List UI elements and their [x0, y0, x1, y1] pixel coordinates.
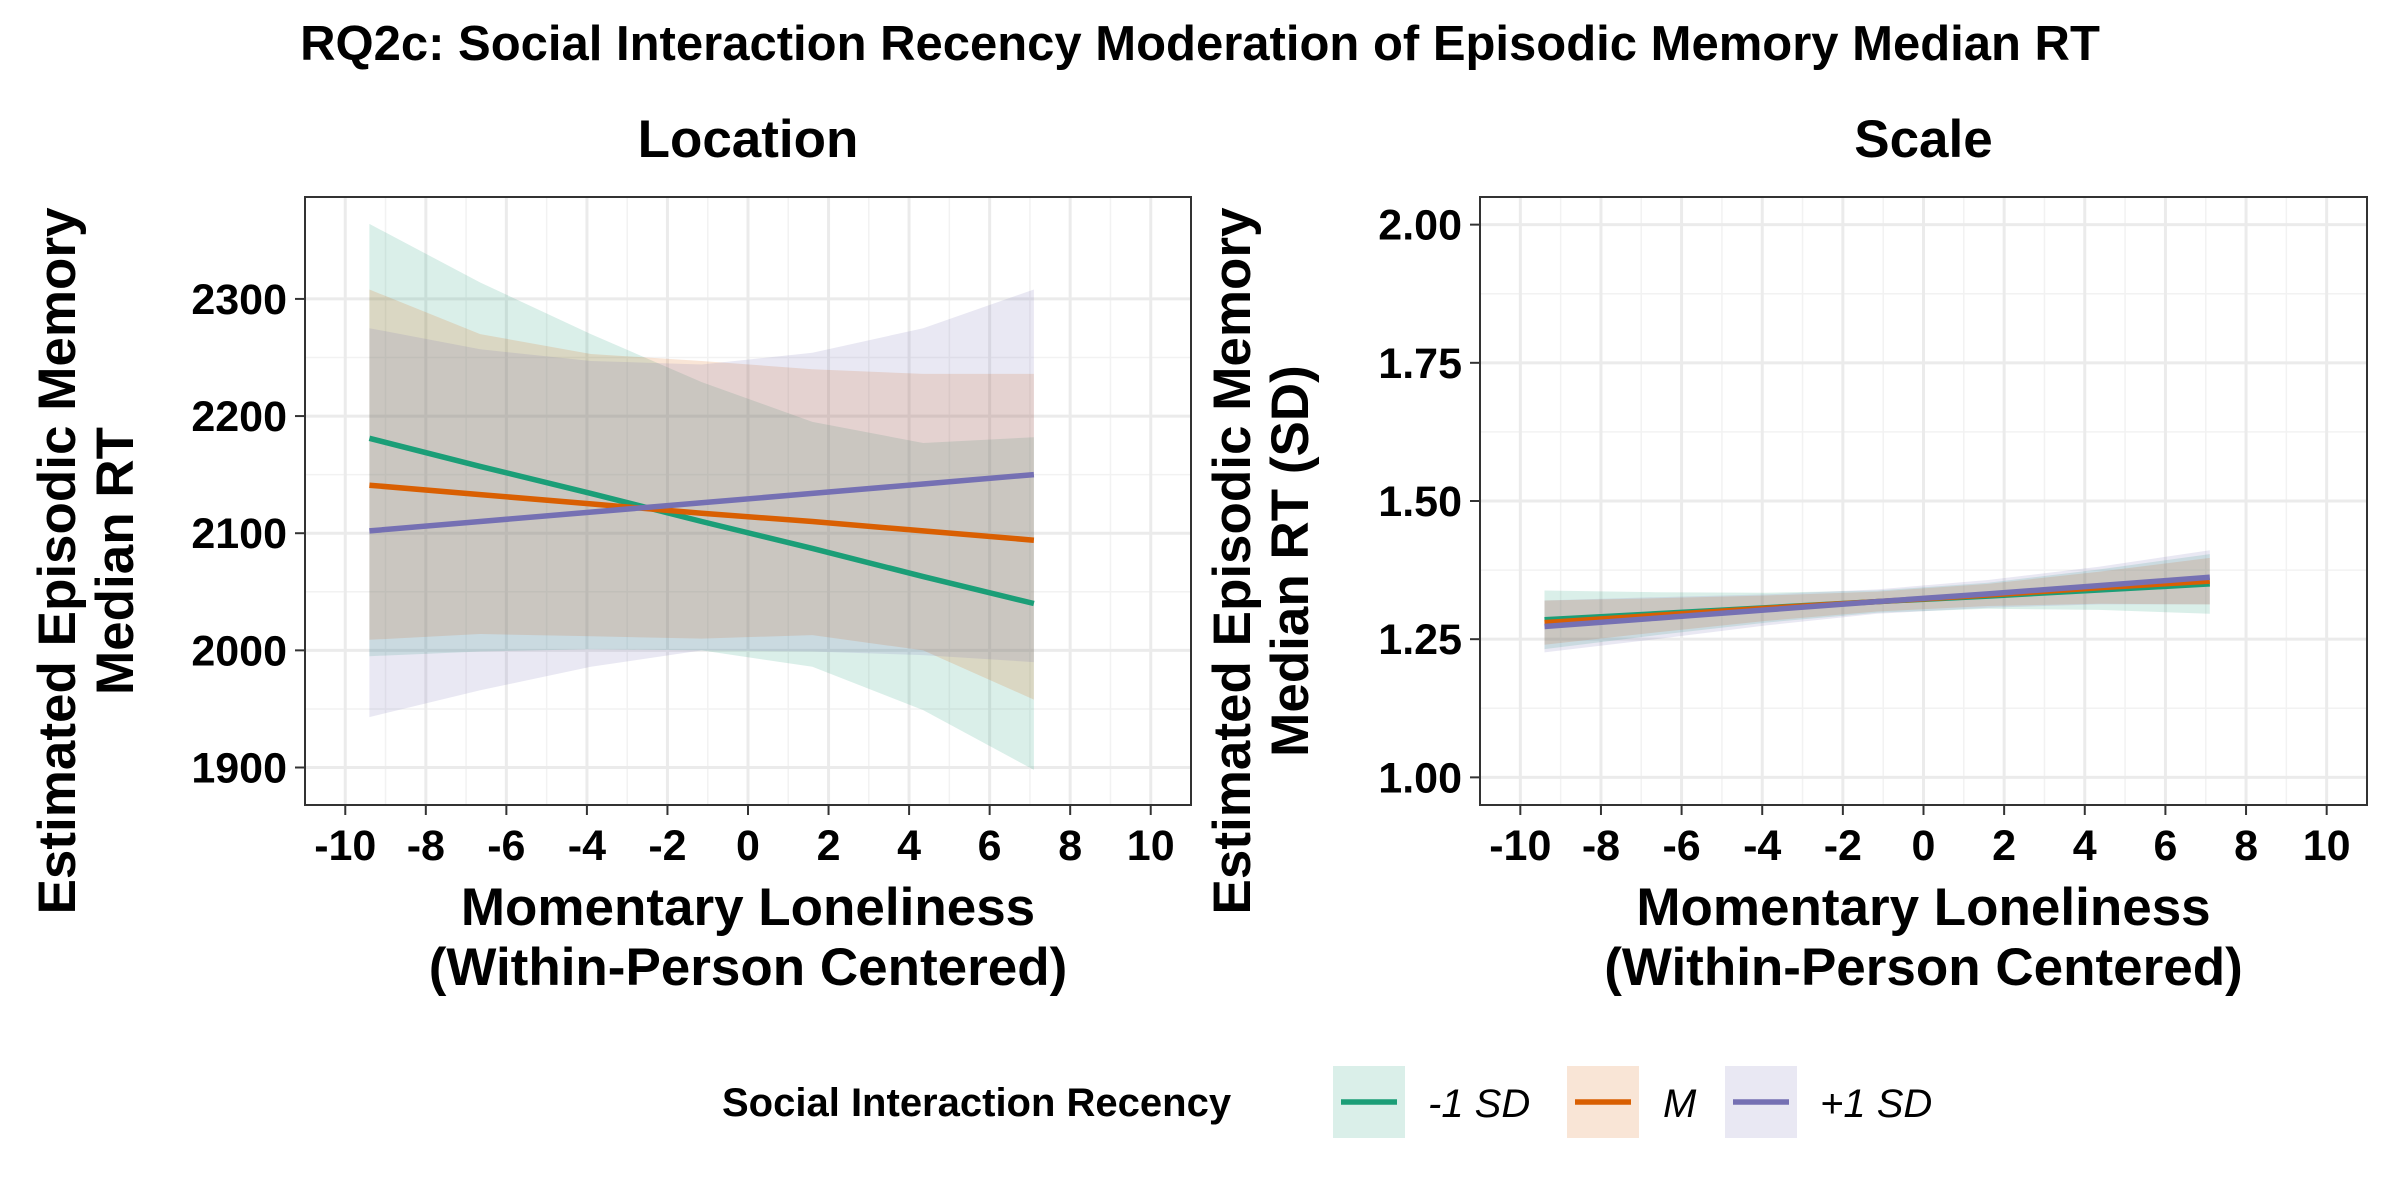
panel-title: Location [638, 110, 859, 169]
chart-title: RQ2c: Social Interaction Recency Moderat… [300, 17, 2100, 71]
x-tick-label: 10 [2303, 822, 2351, 870]
y-axis-title: Estimated Episodic Memory [28, 207, 87, 914]
y-tick-label: 1.75 [1378, 340, 1462, 388]
y-tick-label: 2000 [191, 627, 287, 675]
x-tick-label: -10 [314, 822, 376, 870]
legend-label: +1 SD [1820, 1082, 1932, 1126]
x-tick-label: 8 [1058, 822, 1082, 870]
x-tick-label: 8 [2234, 822, 2258, 870]
x-tick-label: -2 [648, 822, 686, 870]
legend-label: M [1663, 1082, 1697, 1126]
y-tick-label: 1900 [191, 745, 287, 793]
x-tick-label: -6 [487, 822, 525, 870]
confidence-band [369, 223, 1034, 770]
x-tick-label: 6 [978, 822, 1002, 870]
x-tick-label: -4 [568, 822, 606, 870]
panel-location: Location -10 -8 -6 -4 -2 0 2 4 6 8 10 1900 2000 2100 22… [28, 110, 1192, 997]
x-tick-label: -8 [407, 822, 445, 870]
legend: Social Interaction Recency -1 SD M +1 SD [722, 1066, 1932, 1138]
x-tick-label: 0 [736, 822, 760, 870]
x-tick-label: 6 [2153, 822, 2177, 870]
x-axis-title-line2: (Within-Person Centered) [1604, 938, 2242, 997]
y-tick-label: 1.00 [1378, 754, 1462, 802]
x-tick-label: 0 [1912, 822, 1936, 870]
x-axis-title: Momentary Loneliness [1636, 878, 2210, 937]
legend-label: -1 SD [1428, 1082, 1530, 1126]
y-tick-label: 2200 [191, 393, 287, 441]
series-line [369, 471, 1035, 534]
y-tick-label: 2300 [191, 276, 287, 324]
y-axis-title-line2: Median RT [86, 427, 145, 695]
y-tick-label: 2.00 [1378, 202, 1462, 250]
series-line [1544, 574, 2211, 630]
x-tick-label: -2 [1824, 822, 1862, 870]
panel-scale: Scale -10 -8 -6 -4 -2 0 2 4 6 8 10 1.00 1.25 1.50 1.75 2… [1203, 110, 2368, 997]
x-tick-label: -4 [1743, 822, 1781, 870]
x-tick-label: 2 [1992, 822, 2016, 870]
x-tick-label: -6 [1662, 822, 1700, 870]
series-line [368, 435, 1035, 607]
confidence-band [369, 289, 1034, 700]
x-axis-title-line2: (Within-Person Centered) [429, 938, 1067, 997]
x-tick-label: -8 [1582, 822, 1620, 870]
legend-title: Social Interaction Recency [722, 1081, 1232, 1125]
x-tick-label: 4 [897, 822, 921, 870]
x-tick-label: -10 [1489, 822, 1551, 870]
y-tick-label: 1.25 [1378, 616, 1462, 664]
y-axis-title: Estimated Episodic Memory [1203, 207, 1262, 914]
x-tick-label: 4 [2073, 822, 2097, 870]
gridlines [1480, 197, 2367, 805]
x-tick-label: 10 [1127, 822, 1175, 870]
y-tick-label: 2100 [191, 510, 287, 558]
panel-title: Scale [1854, 110, 1993, 169]
x-tick-label: 2 [817, 822, 841, 870]
x-axis-title: Momentary Loneliness [461, 878, 1035, 937]
y-axis-title-line2: Median RT (SD) [1261, 365, 1320, 757]
series-line [369, 482, 1035, 543]
y-tick-label: 1.50 [1378, 478, 1462, 526]
